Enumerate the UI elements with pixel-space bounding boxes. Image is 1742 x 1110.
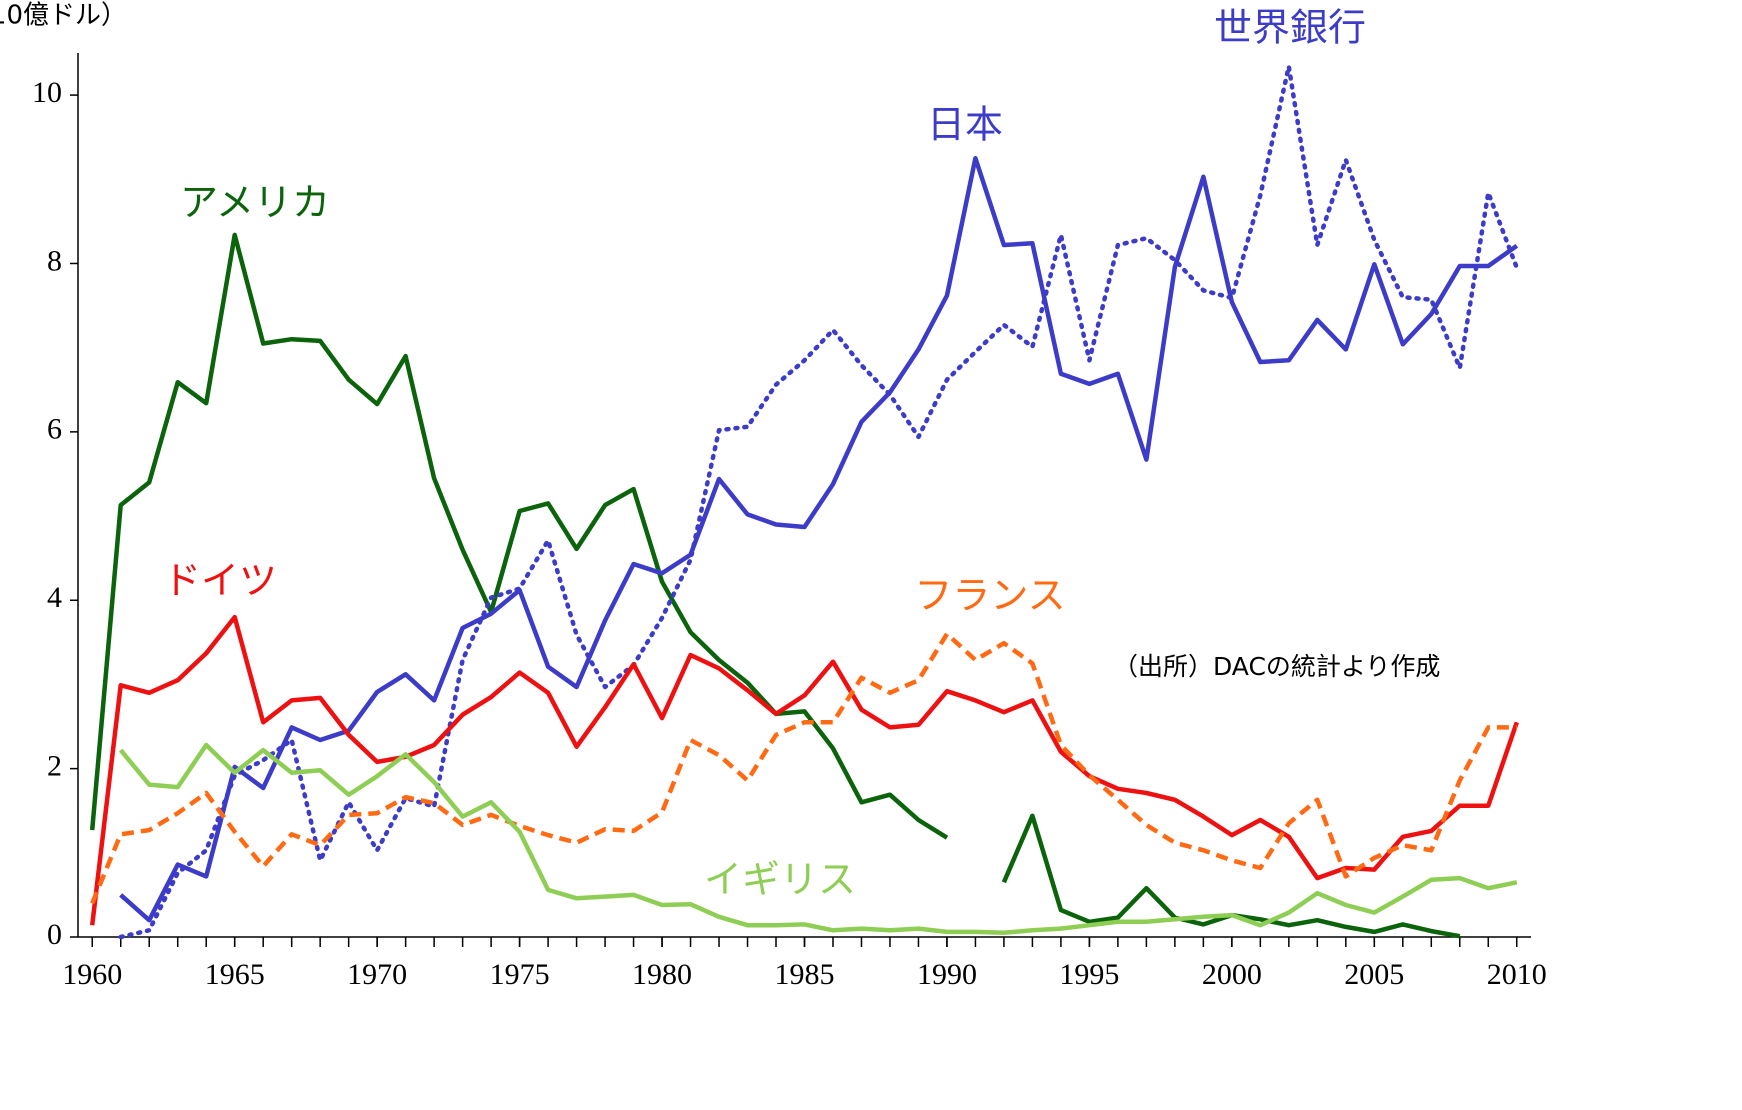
y-tick-label: 8 <box>47 244 62 277</box>
y-tick-label: 2 <box>47 750 62 783</box>
y-tick-label: 6 <box>47 413 62 446</box>
series-label: ドイツ <box>163 559 277 603</box>
series-label: フランス <box>914 574 1065 618</box>
y-tick-label: 0 <box>47 918 62 951</box>
y-tick-label: 4 <box>47 581 62 614</box>
source-note: （出所）DACの統計より作成 <box>1113 652 1440 681</box>
x-tick-label: 1985 <box>775 958 835 991</box>
series-label: アメリカ <box>180 181 330 225</box>
series-label: イギリス <box>704 858 856 902</box>
series-line <box>89 614 1519 926</box>
series-line <box>118 64 1520 940</box>
x-tick-label: 2005 <box>1344 958 1404 991</box>
x-tick-label: 1970 <box>347 958 407 991</box>
y-tick-label: 10 <box>32 76 62 109</box>
x-tick-label: 1965 <box>205 958 265 991</box>
series-line <box>89 232 1461 939</box>
series-label: 世界銀行 <box>1214 6 1366 50</box>
x-tick-label: 2010 <box>1487 958 1547 991</box>
x-tick-label: 1960 <box>62 958 122 991</box>
series-line <box>119 155 1519 923</box>
series-line <box>90 631 1517 905</box>
y-axis-label: （10億ドル） <box>0 1 127 31</box>
x-tick-label: 1975 <box>490 958 550 991</box>
x-tick-label: 1990 <box>917 958 977 991</box>
series-label: 日本 <box>927 103 1003 147</box>
series-line <box>118 742 1518 936</box>
x-tick-label: 1980 <box>632 958 692 991</box>
x-tick-label: 2000 <box>1202 958 1262 991</box>
x-tick-label: 1995 <box>1059 958 1119 991</box>
